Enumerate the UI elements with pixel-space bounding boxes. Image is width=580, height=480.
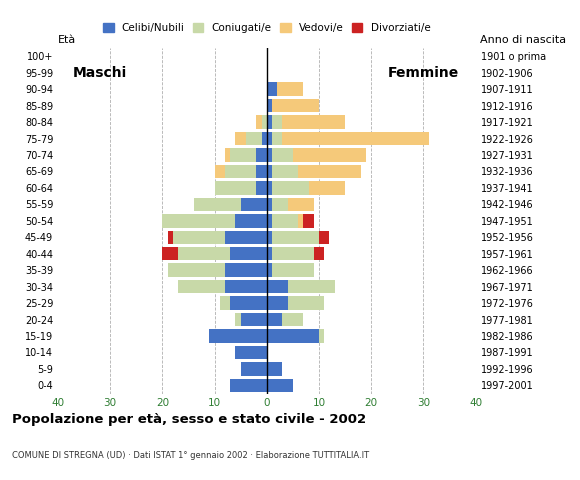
Bar bbox=[215, 165, 225, 178]
Bar bbox=[235, 214, 267, 228]
Text: COMUNE DI STREGNA (UD) · Dati ISTAT 1° gennaio 2002 · Elaborazione TUTTITALIA.IT: COMUNE DI STREGNA (UD) · Dati ISTAT 1° g… bbox=[12, 451, 369, 460]
Bar bbox=[178, 247, 230, 261]
Bar bbox=[162, 247, 178, 261]
Bar bbox=[267, 181, 272, 194]
Bar bbox=[225, 264, 267, 277]
Bar bbox=[309, 181, 345, 194]
Text: Anno di nascita: Anno di nascita bbox=[480, 35, 566, 45]
Bar bbox=[272, 132, 282, 145]
Bar bbox=[288, 198, 314, 211]
Bar bbox=[241, 313, 267, 326]
Text: Maschi: Maschi bbox=[72, 66, 127, 80]
Bar bbox=[288, 280, 335, 293]
Bar bbox=[230, 296, 267, 310]
Bar bbox=[303, 214, 314, 228]
Bar bbox=[256, 148, 267, 162]
Bar bbox=[225, 165, 256, 178]
Bar bbox=[267, 148, 272, 162]
Bar bbox=[272, 230, 319, 244]
Bar bbox=[267, 132, 272, 145]
Bar bbox=[272, 115, 282, 129]
Bar bbox=[220, 296, 230, 310]
Bar bbox=[272, 165, 298, 178]
Bar bbox=[230, 379, 267, 392]
Bar bbox=[230, 148, 256, 162]
Bar bbox=[235, 313, 241, 326]
Bar bbox=[256, 165, 267, 178]
Bar bbox=[272, 181, 309, 194]
Legend: Celibi/Nubili, Coniugati/e, Vedovi/e, Divorziati/e: Celibi/Nubili, Coniugati/e, Vedovi/e, Di… bbox=[99, 19, 434, 37]
Bar bbox=[267, 264, 272, 277]
Bar bbox=[267, 230, 272, 244]
Bar bbox=[267, 165, 272, 178]
Bar bbox=[178, 280, 225, 293]
Bar bbox=[272, 99, 319, 112]
Bar bbox=[235, 346, 267, 359]
Bar bbox=[173, 230, 225, 244]
Bar bbox=[267, 329, 319, 343]
Bar bbox=[225, 148, 230, 162]
Text: Femmine: Femmine bbox=[388, 66, 459, 80]
Bar bbox=[168, 230, 173, 244]
Bar bbox=[194, 198, 241, 211]
Bar bbox=[209, 329, 267, 343]
Bar bbox=[298, 214, 303, 228]
Bar bbox=[272, 148, 293, 162]
Bar bbox=[282, 313, 303, 326]
Bar bbox=[267, 247, 272, 261]
Bar bbox=[282, 115, 345, 129]
Bar bbox=[267, 280, 288, 293]
Bar bbox=[267, 198, 272, 211]
Bar bbox=[267, 99, 272, 112]
Bar bbox=[267, 379, 293, 392]
Bar bbox=[215, 181, 256, 194]
Bar bbox=[246, 132, 262, 145]
Bar bbox=[272, 214, 298, 228]
Bar bbox=[235, 132, 246, 145]
Bar bbox=[282, 132, 429, 145]
Bar bbox=[262, 132, 267, 145]
Bar bbox=[256, 115, 262, 129]
Bar bbox=[293, 148, 366, 162]
Bar bbox=[298, 165, 361, 178]
Bar bbox=[267, 362, 282, 376]
Bar bbox=[168, 264, 225, 277]
Bar bbox=[319, 329, 324, 343]
Bar bbox=[267, 115, 272, 129]
Bar bbox=[272, 198, 288, 211]
Bar bbox=[230, 247, 267, 261]
Bar bbox=[241, 198, 267, 211]
Bar bbox=[319, 230, 329, 244]
Bar bbox=[256, 181, 267, 194]
Bar bbox=[262, 115, 267, 129]
Bar bbox=[277, 83, 303, 96]
Bar bbox=[267, 296, 288, 310]
Bar bbox=[162, 214, 235, 228]
Bar bbox=[241, 362, 267, 376]
Bar bbox=[267, 83, 277, 96]
Text: Popolazione per età, sesso e stato civile - 2002: Popolazione per età, sesso e stato civil… bbox=[12, 413, 366, 426]
Bar bbox=[225, 280, 267, 293]
Bar bbox=[225, 230, 267, 244]
Bar bbox=[267, 313, 282, 326]
Bar bbox=[272, 264, 314, 277]
Text: Età: Età bbox=[58, 35, 76, 45]
Bar bbox=[288, 296, 324, 310]
Bar bbox=[272, 247, 314, 261]
Bar bbox=[267, 214, 272, 228]
Bar bbox=[314, 247, 324, 261]
